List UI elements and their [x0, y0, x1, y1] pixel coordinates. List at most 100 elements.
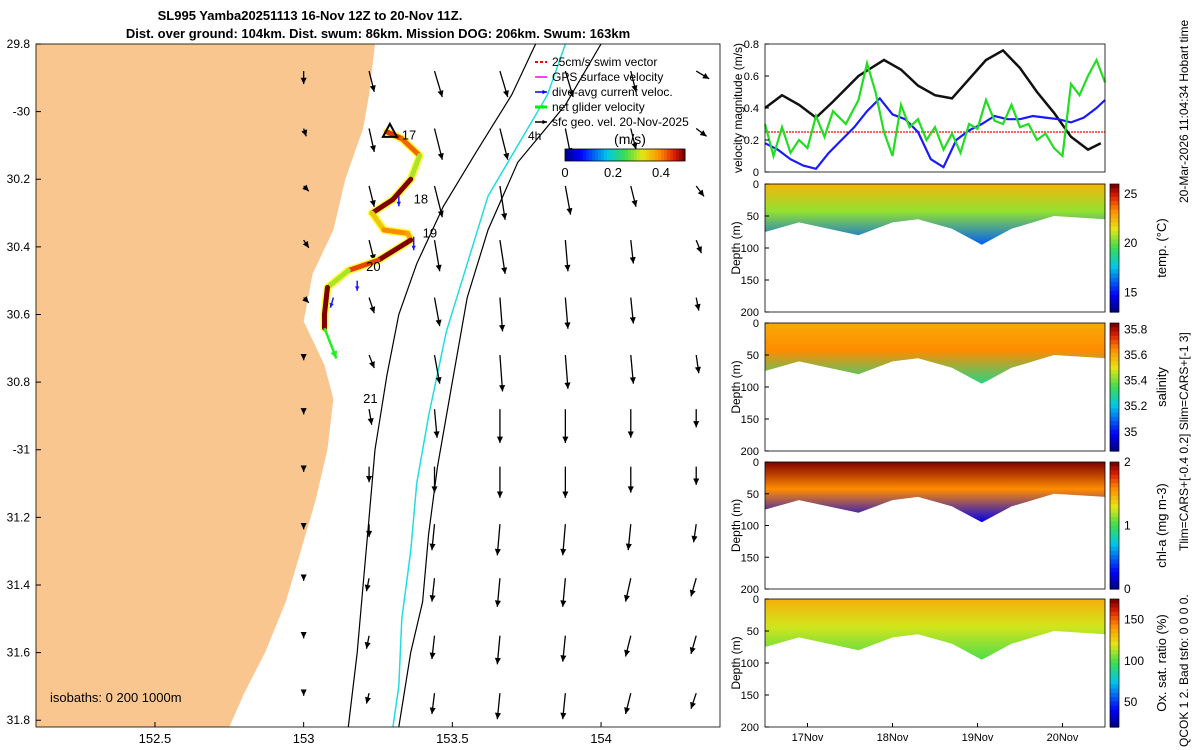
map-colorbar-cell [622, 149, 626, 161]
chlorophyll-section-colorbar-cell [1110, 517, 1119, 522]
geo-velocity-arrow [562, 466, 569, 498]
geo-velocity-arrow [364, 578, 371, 592]
velocity-series-net-glider-speed [763, 57, 1107, 161]
geo-velocity-arrow [564, 355, 571, 389]
salinity-section-colorbar-cell [1110, 344, 1119, 350]
velocity-series-dive-avg-speed [764, 96, 1106, 171]
oxygen-section-colorbar-cell [1110, 663, 1119, 668]
map-colorbar-cell [604, 149, 608, 161]
oxygen-section-y-tick-label: 150 [741, 690, 759, 702]
chlorophyll-section-colorbar-cell [1110, 563, 1119, 569]
salinity-section-colorbar-cell [1110, 442, 1119, 448]
salinity-section-colorbar-cell [1110, 429, 1119, 435]
chlorophyll-section-colorbar-cell [1110, 474, 1119, 480]
chlorophyll-section-colorbar-frame [1109, 461, 1120, 590]
temperature-section-colorbar-cell [1110, 239, 1119, 245]
geo-velocity-arrow [564, 70, 575, 98]
geo-velocity-arrow [499, 185, 508, 220]
side-annotation-middle: Tlim=CARS+[-0.4 0.2] Slim=CARS+[-1 3] [1177, 332, 1191, 551]
salinity-section-colorbar-cell [1110, 438, 1119, 444]
map-colorbar-cell [580, 149, 584, 161]
oxygen-section-colorbar-cell [1110, 722, 1119, 728]
map-colorbar-cell [682, 149, 686, 161]
map-colorbar-cell [595, 149, 599, 161]
day-marker-label: 20 [366, 259, 380, 274]
map-colorbar-cell [628, 149, 632, 161]
geo-velocity-arrow [694, 297, 701, 311]
salinity-section-colorbar-cell [1110, 374, 1119, 380]
salinity-section-colorbar-cell [1110, 395, 1119, 401]
temperature-section-colorbar-tick-label: 20 [1124, 236, 1138, 250]
geo-velocity-arrow [695, 70, 710, 80]
side-annotation-top: 20-Mar-2026 11:04:34 Hobart time [1177, 19, 1191, 203]
geo-velocity-arrow-head [300, 353, 307, 361]
glider-track-segment [324, 268, 351, 290]
geo-velocity-arrow-head [429, 543, 436, 551]
map-y-tick-label: 30.8 [7, 375, 31, 389]
map-colorbar-cell [616, 149, 620, 161]
glider-track-segment [345, 257, 381, 274]
oxygen-section-colorbar-cell [1110, 671, 1119, 677]
chlorophyll-section-colorbar-cell [1110, 576, 1119, 582]
salinity-section-colorbar-cell [1110, 408, 1119, 414]
temperature-section-colorbar-cell [1110, 260, 1119, 266]
geo-velocity-arrow-head [367, 418, 374, 425]
temperature-section-colorbar-cell [1110, 230, 1119, 236]
salinity-section-panel: 0 50 100 150 200 Depth (m) 35 35.2 35.4 35.6 35.8 s… [729, 318, 1169, 458]
map-colorbar-cell [667, 149, 671, 161]
map-colorbar-cell [664, 149, 668, 161]
salinity-section-colorbar-cell [1110, 378, 1119, 384]
oxygen-section-colorbar-cell [1110, 667, 1119, 673]
map-y-tick-label: 29.8 [7, 37, 31, 51]
legend-label: sfc geo. vel. 20-Nov-2025 [552, 115, 689, 129]
map-y-tick-label: -31 [13, 443, 31, 457]
geo-velocity-arrow-head [631, 84, 638, 92]
salinity-section-colorbar-tick-label: 35.2 [1124, 399, 1148, 413]
geo-velocity-arrow-head [494, 600, 501, 607]
geo-velocity-arrow-head [694, 303, 701, 311]
geo-velocity-arrow-head [494, 548, 501, 556]
geo-velocity-arrow [499, 355, 506, 392]
oxygen-section-colorbar-cell [1110, 680, 1119, 685]
map-y-tick-label: 30.2 [7, 172, 31, 186]
chlorophyll-section-colorbar-cell [1110, 550, 1119, 556]
map-colorbar-cell [634, 149, 638, 161]
geo-velocity-arrow-head [503, 90, 509, 98]
salinity-section-colorbar-cell [1110, 425, 1119, 431]
oxygen-section-colorbar-cell [1110, 688, 1119, 694]
contour-4h-label: 4h [528, 129, 541, 143]
temperature-section-colorbar-cell [1110, 299, 1119, 305]
geo-velocity-arrow [365, 693, 371, 704]
oxygen-section-colorbar-tick-label: 50 [1124, 695, 1138, 709]
geo-velocity-arrow-head [568, 90, 575, 98]
map-colorbar-tick-label: 0 [561, 165, 568, 180]
geo-velocity-arrow-head [302, 240, 309, 248]
oxygen-section-colorbar-cell [1110, 701, 1119, 707]
temperature-section-y-tick-label: 50 [747, 211, 759, 223]
chlorophyll-section-colorbar-tick-label: 0 [1124, 582, 1131, 596]
map-colorbar-cell [583, 149, 587, 161]
legend-swatch-head [542, 104, 547, 110]
temperature-section-colorbar-cell [1110, 235, 1119, 241]
oxygen-section-y-tick-label: 0 [753, 594, 759, 606]
oxygen-section-x-tick-label: 18Nov [877, 732, 909, 744]
geo-velocity-arrow [433, 240, 442, 272]
velocity-series-sfc-geo-speed [764, 48, 1102, 152]
figure-title-line1: SL995 Yamba20251113 16-Nov 12Z to 20-Nov… [158, 8, 463, 23]
geo-velocity-arrow [627, 466, 634, 493]
chlorophyll-section-colorbar-cell [1110, 466, 1119, 472]
temperature-section-panel: 0 50 100 150 200 Depth (m) 15 20 25 temp. (°C) [729, 179, 1169, 319]
net-velocity-arrow [323, 327, 338, 359]
map-x-tick-label: 154 [590, 731, 612, 746]
geo-velocity-arrow-head [496, 491, 503, 498]
oxygen-section-colorbar-tick-label: 100 [1124, 654, 1144, 668]
chlorophyll-section-colorbar-cell [1110, 491, 1119, 497]
temperature-section-y-tick-label: 150 [741, 275, 759, 287]
geo-velocity-arrow-head [496, 436, 503, 443]
chlorophyll-section-colorbar-cell [1110, 559, 1119, 565]
glider-track-segment [369, 197, 396, 216]
chlorophyll-section-y-axis-label: Depth (m) [729, 499, 743, 552]
oxygen-section-y-tick-label: 50 [747, 626, 759, 638]
geo-velocity-arrow-head [564, 382, 571, 389]
salinity-section-colorbar-cell [1110, 421, 1119, 426]
